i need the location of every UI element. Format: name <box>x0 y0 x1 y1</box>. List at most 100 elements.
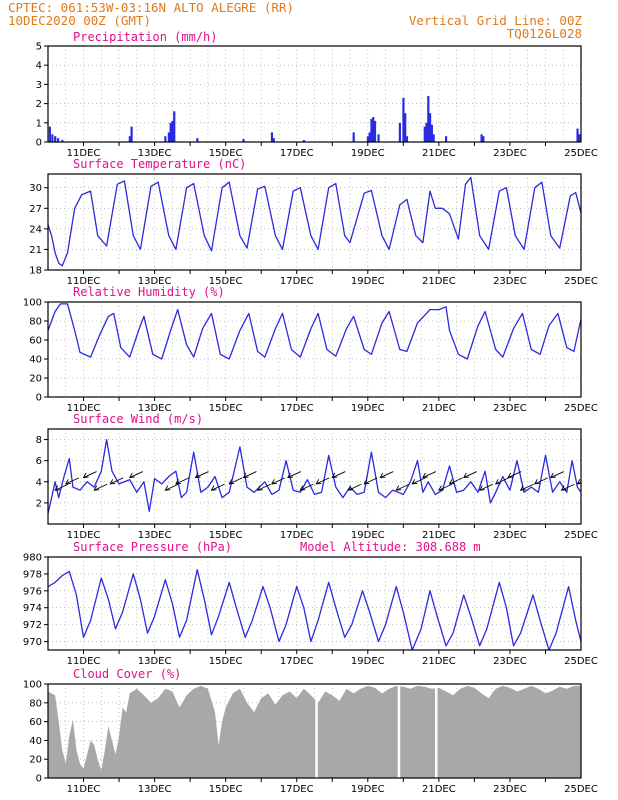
precip-bar <box>128 136 131 142</box>
panel-subtitle-pressure: Model Altitude: 308.688 m <box>300 540 481 554</box>
x-tick-label-cloud: 21DEC <box>422 784 456 795</box>
x-tick-label-temperature: 17DEC <box>280 276 314 287</box>
wind-arrow-head <box>109 479 116 485</box>
x-tick-label-humidity: 25DEC <box>564 403 598 414</box>
x-tick-label-wind: 15DEC <box>209 530 243 541</box>
panel-frame-humidity <box>47 301 582 398</box>
precip-bar <box>352 132 355 142</box>
x-tick-label-cloud: 11DEC <box>67 784 101 795</box>
panel-frame-wind <box>47 428 582 525</box>
wind-arrow-head <box>64 479 71 485</box>
wind-arrow-head <box>299 485 306 491</box>
y-tick-label-precip: 1 <box>36 118 42 129</box>
precip-bar <box>432 134 435 142</box>
wind-arrow <box>65 477 79 485</box>
precip-bar <box>370 118 373 142</box>
cloud-gap <box>435 684 438 778</box>
wind-line <box>48 438 581 514</box>
precip-bar <box>302 140 306 142</box>
y-tick-label-cloud: 0 <box>36 774 42 785</box>
x-tick-label-pressure: 13DEC <box>138 656 172 667</box>
wind-arrow-head <box>438 485 444 491</box>
y-tick-label-cloud: 20 <box>29 755 42 766</box>
precip-bar <box>430 124 433 142</box>
wind-arrow <box>195 471 209 478</box>
panel-frame-pressure <box>47 556 582 651</box>
precip-bar <box>428 113 432 142</box>
x-tick-label-humidity: 17DEC <box>280 403 314 414</box>
x-tick-label-pressure: 25DEC <box>564 656 598 667</box>
panel-frame-precip <box>47 45 582 143</box>
precip-bar <box>167 132 171 142</box>
header-model: TQ0126L028 <box>507 26 582 41</box>
wind-arrow-head <box>448 479 455 485</box>
wind-arrow-head <box>379 472 386 479</box>
pressure-line <box>48 569 581 650</box>
wind-arrow <box>348 483 362 491</box>
precip-bar <box>373 120 377 142</box>
x-tick-label-precip: 23DEC <box>493 148 527 159</box>
y-tick-label-humidity: 20 <box>29 374 42 385</box>
x-tick-label-humidity: 21DEC <box>422 403 456 414</box>
wind-arrow-head <box>194 472 201 479</box>
wind-arrow <box>561 483 575 491</box>
wind-arrow <box>380 471 394 478</box>
wind-arrow <box>243 471 257 478</box>
y-tick-label-temperature: 18 <box>29 266 42 277</box>
cloud-gap <box>397 684 401 778</box>
panel-wind: Surface Wind (m/s) 2 4 6 8 11DEC 13DEC 15DEC 17D… <box>36 412 598 541</box>
panel-humidity: Relative Humidity (%) 0 20 40 60 80 100 11DEC 13… <box>23 285 598 414</box>
precip-bar <box>366 136 369 142</box>
x-tick-label-humidity: 19DEC <box>351 403 385 414</box>
wind-arrow-head <box>478 485 485 491</box>
wind-arrow-head <box>164 485 171 491</box>
x-tick-label-pressure: 17DEC <box>280 656 314 667</box>
cloud-area <box>48 685 581 778</box>
precip-bar <box>48 126 51 142</box>
x-tick-label-wind: 17DEC <box>280 530 314 541</box>
x-tick-label-temperature: 19DEC <box>351 276 385 287</box>
y-tick-label-cloud: 80 <box>29 698 42 709</box>
x-tick-label-temperature: 23DEC <box>493 276 527 287</box>
y-tick-label-pressure: 974 <box>23 603 42 614</box>
wind-arrow-head <box>82 472 89 479</box>
plot-area-humidity <box>48 303 581 360</box>
wind-arrow <box>479 483 493 491</box>
precip-bar <box>398 122 401 142</box>
x-tick-label-temperature: 21DEC <box>422 276 456 287</box>
wind-arrow <box>316 477 330 485</box>
wind-arrow-head <box>534 479 540 485</box>
precip-bar <box>368 132 371 142</box>
wind-arrow <box>364 477 378 485</box>
x-tick-label-pressure: 19DEC <box>351 656 385 667</box>
x-tick-label-humidity: 11DEC <box>67 403 101 414</box>
x-tick-label-temperature: 15DEC <box>209 276 243 287</box>
wind-arrow-head <box>549 472 556 479</box>
header-grid-line: Vertical Grid Line: 00Z <box>409 13 583 28</box>
wind-arrow <box>94 483 108 491</box>
x-tick-label-precip: 21DEC <box>422 148 456 159</box>
panel-title-precip: Precipitation (mm/h) <box>73 30 218 44</box>
precip-bar <box>377 134 380 142</box>
x-tick-label-wind: 25DEC <box>564 530 598 541</box>
x-tick-label-precip: 15DEC <box>209 148 243 159</box>
wind-arrow-head <box>54 485 61 491</box>
panel-frame-cloud <box>47 683 582 779</box>
wind-arrow <box>300 483 314 491</box>
plot-area-precip <box>48 95 581 142</box>
y-tick-label-precip: 4 <box>36 61 42 72</box>
wind-arrow <box>257 483 271 491</box>
y-tick-label-pressure: 978 <box>23 569 42 580</box>
y-tick-label-precip: 0 <box>36 138 42 149</box>
panel-frame-temperature <box>47 173 582 271</box>
panel-title-wind: Surface Wind (m/s) <box>73 412 203 426</box>
precip-bar <box>270 132 274 142</box>
precip-bar <box>576 128 579 142</box>
precip-bar <box>169 122 172 142</box>
wind-arrow <box>83 471 97 478</box>
wind-arrow-head <box>519 485 526 491</box>
wind-arrow <box>495 477 509 485</box>
wind-arrow-head <box>576 479 581 485</box>
wind-arrow-head <box>560 485 567 491</box>
